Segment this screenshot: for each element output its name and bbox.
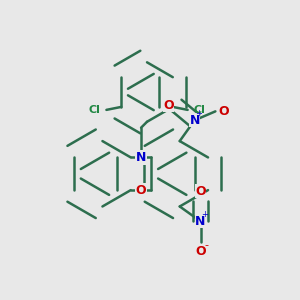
Text: N: N [195,215,206,228]
Text: O: O [163,99,174,112]
Text: Cl: Cl [194,105,206,115]
Text: O: O [195,184,206,198]
Text: N: N [189,114,200,127]
Text: N: N [136,151,146,164]
Text: O: O [195,245,206,258]
Text: Cl: Cl [88,105,101,115]
Text: -: - [205,240,208,250]
Text: +: + [202,210,208,219]
Text: +: + [196,109,202,118]
Text: O: O [136,184,146,196]
Text: O: O [218,105,229,118]
Text: -: - [221,102,225,112]
